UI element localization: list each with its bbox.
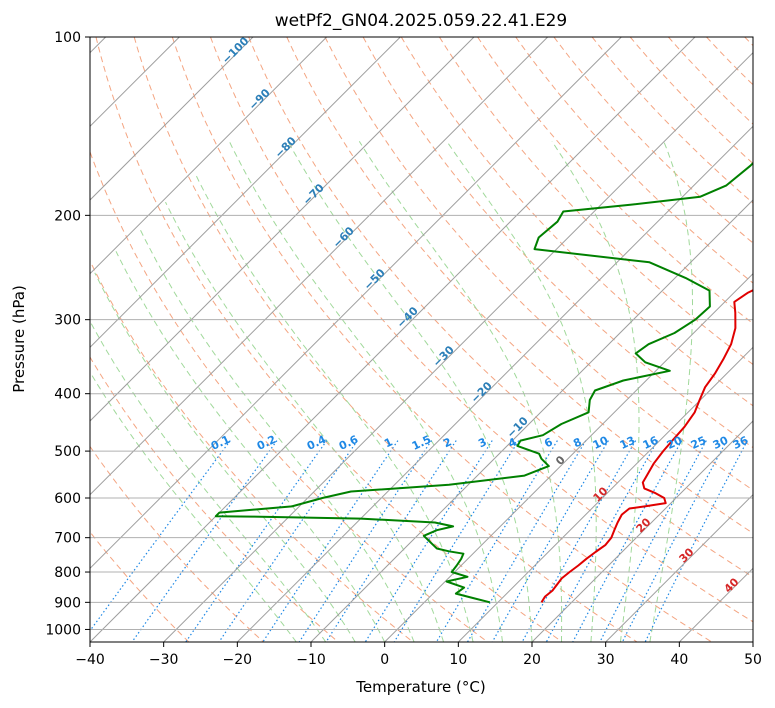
x-tick-label: −10 [296, 652, 326, 668]
x-tick-label: 30 [597, 652, 615, 668]
mixing-ratio-line [644, 440, 748, 642]
dry-adiabat-line [95, 37, 563, 642]
isotherm-line [605, 493, 753, 642]
mixing-ratio-label: 36 [731, 434, 751, 452]
y-axis-title: Pressure (hPa) [10, 285, 28, 393]
x-tick-label: 40 [670, 652, 688, 668]
mixing-ratio-line [521, 440, 637, 642]
y-tick-label: 200 [54, 208, 81, 224]
isotherm-line [457, 346, 753, 642]
x-tick-label: 20 [523, 652, 541, 668]
chart-title: wetPf2_GN04.2025.059.22.41.E29 [275, 11, 567, 31]
y-tick-label: 500 [54, 444, 81, 460]
mixing-ratio-line [298, 440, 432, 642]
isotherm-line [90, 37, 475, 422]
mixing-ratio-line [131, 440, 278, 642]
mixing-ratio-label: 25 [689, 434, 708, 452]
isotherm-line [90, 37, 549, 496]
mixing-ratio-line [545, 440, 659, 642]
dry-adiabat-line [90, 445, 264, 642]
isotherm-line [90, 37, 254, 201]
x-tick-label: 50 [744, 652, 762, 668]
isotherm-line [90, 37, 328, 275]
dewpoint-profile [214, 161, 753, 604]
dry-adiabat-line [133, 37, 638, 642]
mixing-ratio-line [325, 440, 457, 642]
isotherm-line [384, 272, 753, 642]
x-tick-label: 10 [449, 652, 467, 668]
mixing-ratio-line [466, 440, 587, 642]
mixing-ratio-line [185, 440, 328, 642]
y-tick-label: 700 [54, 531, 81, 547]
temperature-profile [540, 289, 753, 603]
mixing-ratio-line [262, 440, 399, 642]
dry-adiabat-line [591, 37, 753, 204]
mixing-ratio-label: 13 [618, 434, 637, 452]
y-tick-label: 800 [54, 565, 81, 581]
dry-adiabat-line [90, 259, 414, 642]
mixing-ratio-line [435, 440, 558, 642]
plot-frame [89, 36, 754, 643]
moist-adiabat-line [115, 251, 386, 642]
isotherm-line [531, 420, 753, 642]
axes: −40 −30 −20 −10 0 10 20 30 40 50 100 200 300 400 500 60… [45, 30, 762, 668]
y-tick-label: 100 [54, 30, 81, 46]
mixing-ratio-label: 10 [591, 434, 611, 452]
isotherm-line [310, 199, 753, 642]
mixing-ratio-label: 16 [641, 434, 661, 452]
moist-adiabat-line [94, 272, 356, 642]
x-tick-label: −20 [223, 652, 253, 668]
dry-adiabat-line [324, 37, 753, 491]
mixing-ratio-label: 20 [665, 434, 685, 452]
mixing-ratio-line [90, 440, 231, 632]
isotherm-line [236, 125, 753, 642]
dry-adiabat-line [553, 37, 753, 244]
isotherm-line [90, 37, 622, 570]
x-tick-label: −40 [75, 652, 105, 668]
mixing-ratio-line [218, 440, 358, 642]
isotherm-line [90, 37, 696, 642]
dry-adiabat-line [171, 37, 712, 642]
plot-area [90, 37, 753, 642]
dry-adiabat-line [286, 37, 753, 534]
x-axis-title: Temperature (°C) [355, 678, 485, 696]
y-tick-label: 900 [54, 595, 81, 611]
dry-adiabat-line [400, 37, 753, 407]
isotherm-line [90, 37, 401, 349]
dry-adiabat-line [438, 37, 753, 366]
y-tick-label: 600 [54, 491, 81, 507]
y-tick-label: 400 [54, 387, 81, 403]
dry-adiabat-line [90, 356, 339, 642]
y-tick-label: 1000 [45, 622, 81, 638]
isotherm-line [163, 51, 753, 642]
dry-adiabat-line [248, 37, 753, 578]
mixing-ratio-line [491, 440, 609, 642]
x-tick-label: −30 [149, 652, 179, 668]
y-tick-label: 300 [54, 313, 81, 329]
dry-adiabat-line [210, 37, 753, 623]
mixing-ratio-label: 30 [711, 434, 731, 452]
moist-adiabat-line [165, 201, 445, 642]
moist-adiabat-line [194, 173, 474, 642]
x-tick-label: 0 [380, 652, 389, 668]
moist-adiabat-line [138, 227, 415, 642]
